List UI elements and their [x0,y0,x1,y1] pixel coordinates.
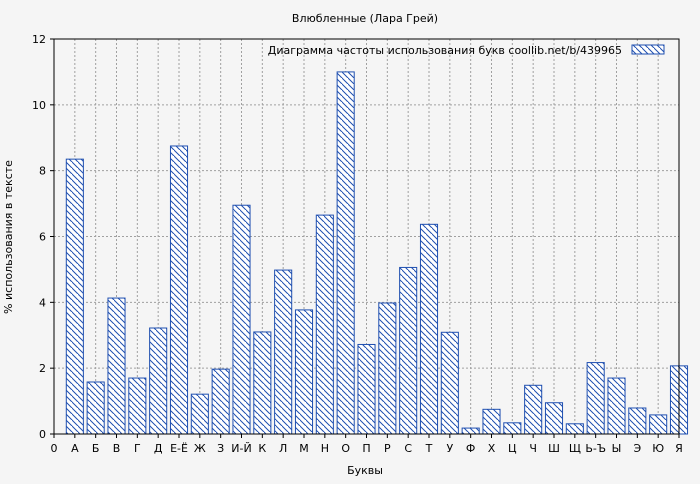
x-tick-label: Ф [466,442,475,455]
y-tick-label: 10 [32,99,46,112]
bar-А [65,158,84,435]
y-tick-label: 6 [39,231,46,244]
y-tick-label: 12 [32,33,46,46]
x-tick-label: К [258,442,266,455]
bar-М [294,309,314,435]
x-tick-label: Ц [508,442,517,455]
x-tick-label: У [446,442,453,455]
bar-Ф [461,427,480,435]
x-tick-label: З [217,442,224,455]
x-tick-label: О [341,442,350,455]
x-tick-label: Р [384,442,391,455]
x-tick-label: Б [92,442,100,455]
chart-title: Влюбленные (Лара Грей) [292,12,438,25]
bar-Ь-Ъ [586,362,605,435]
x-tick-label: Щ [569,442,581,455]
x-tick-label: Л [279,442,287,455]
x-tick-label: В [113,442,121,455]
y-tick-label: 4 [39,296,46,309]
x-tick-label: Ы [612,442,622,455]
bar-Ц [503,422,522,435]
legend-swatch [631,44,665,55]
x-tick-label: Ю [652,442,664,455]
x-tick-label: Я [675,442,683,455]
x-tick-label: Д [154,442,163,455]
x-tick-label: Ж [194,442,206,455]
bar-Ч [524,384,543,435]
bar-З [211,368,230,435]
bar-Н [315,214,334,435]
x-tick-label: П [362,442,370,455]
x-tick-label: М [299,442,309,455]
bar-К [253,331,272,435]
bar-Ы [607,377,626,435]
x-tick-label: Ш [548,442,560,455]
bar-Г [128,377,147,435]
x-axis-ticks: 0 А Б В Г Д Е-Ё Ж З И-Й К Л М Н О П Р С Т У Ф Х Ц Ч Ш Щ Ь-Ъ Ы Э Ю Я [51,434,683,455]
bars [65,71,689,435]
x-tick-label: С [404,442,412,455]
bar-Р [378,302,397,435]
bar-Х [482,408,501,435]
bar-С [399,266,418,435]
x-tick-label: Ь-Ъ [585,442,606,455]
x-tick-label: Н [321,442,329,455]
bar-И-Й [232,204,251,435]
bar-Ш [544,402,564,435]
bar-П [357,343,376,435]
bar-Щ [565,423,584,435]
bar-Ж [190,393,209,435]
x-tick-label: Ч [529,442,537,455]
bar-Е-Ё [169,145,189,435]
y-axis-ticks: 0 2 4 6 8 10 12 [32,33,54,441]
y-tick-label: 8 [39,165,46,178]
x-axis-label: Буквы [347,464,383,477]
x-tick-label: И-Й [231,442,251,455]
y-tick-label: 0 [39,428,46,441]
bar-Т [419,223,439,435]
x-tick-label: Г [134,442,141,455]
x-tick-label: Х [488,442,496,455]
bar-В [107,297,126,435]
x-tick-label: Т [425,442,433,455]
bar-Д [149,327,168,435]
bar-О [336,71,355,435]
x-tick-label: Е-Ё [170,442,188,455]
x-tick-label: 0 [51,442,58,455]
legend-label: Диаграмма частоты использования букв coo… [268,44,622,57]
bar-Л [274,269,293,435]
x-tick-label: Э [633,442,641,455]
bar-Э [628,407,647,435]
y-axis-label: % использования в тексте [2,160,15,314]
y-tick-label: 2 [39,362,46,375]
x-tick-label: А [71,442,79,455]
bar-Б [86,381,105,435]
legend: Диаграмма частоты использования букв coo… [268,44,665,57]
bar-У [440,331,459,435]
bar-Ю [649,414,668,435]
